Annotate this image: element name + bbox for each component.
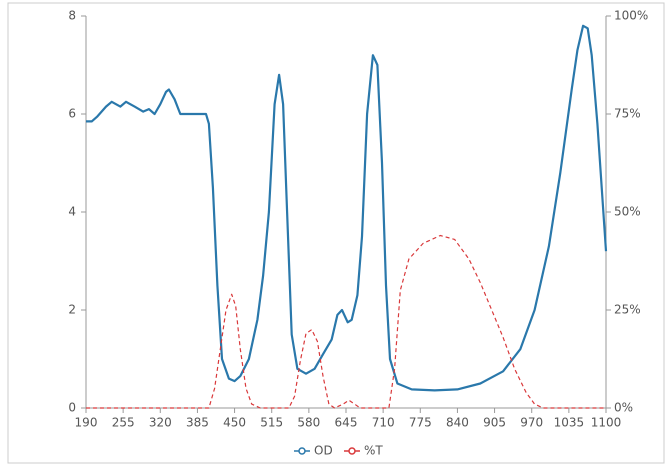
- legend-marker: [348, 447, 356, 455]
- y2-tick-label: 50%: [614, 205, 641, 219]
- series-line: [86, 234, 606, 409]
- legend-label: %T: [364, 444, 383, 458]
- x-tick-label: 905: [483, 416, 506, 430]
- x-tick-label: 775: [409, 416, 432, 430]
- y-tick-label: 6: [68, 107, 76, 121]
- x-tick-label: 1100: [591, 416, 622, 430]
- y2-tick-label: 0%: [614, 401, 633, 415]
- y-tick-label: 4: [68, 205, 76, 219]
- x-tick-label: 320: [149, 416, 172, 430]
- series-line: [86, 24, 608, 392]
- x-tick-label: 580: [297, 416, 320, 430]
- frame: [7, 2, 665, 464]
- x-tick-label: 515: [260, 416, 283, 430]
- x-tick-label: 190: [75, 416, 98, 430]
- x-tick-label: 1035: [554, 416, 585, 430]
- x-tick-label: 255: [112, 416, 135, 430]
- y2-tick-label: 100%: [614, 9, 648, 23]
- legend-marker: [298, 447, 306, 455]
- x-tick-label: 970: [520, 416, 543, 430]
- y-tick-label: 2: [68, 303, 76, 317]
- y2-tick-label: 25%: [614, 303, 641, 317]
- x-tick-label: 710: [372, 416, 395, 430]
- x-tick-label: 645: [335, 416, 358, 430]
- x-tick-label: 450: [223, 416, 246, 430]
- x-tick-label: 840: [446, 416, 469, 430]
- legend-label: OD: [314, 444, 333, 458]
- x-tick-label: 385: [186, 416, 209, 430]
- y-tick-label: 8: [68, 9, 76, 23]
- y2-tick-label: 75%: [614, 107, 641, 121]
- y-tick-label: 0: [68, 401, 76, 415]
